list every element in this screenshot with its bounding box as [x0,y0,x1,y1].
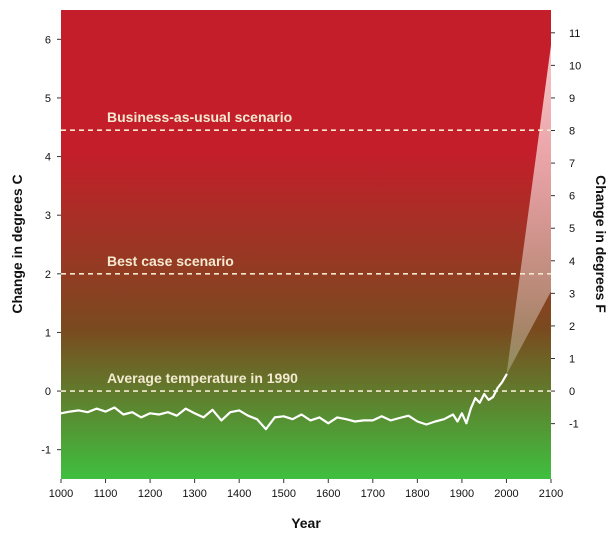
y-tick-label-left: -1 [41,445,51,457]
x-tick-label: 1000 [49,488,73,500]
y-tick-label-right: 10 [569,60,581,72]
y-tick-label-left: 0 [45,386,51,398]
x-tick-label: 1100 [94,488,118,500]
y-tick-label-left: 1 [45,327,51,339]
projection-range-wedge [506,45,551,375]
y-tick-label-right: 4 [569,256,575,268]
y-tick-label-right: 6 [569,191,575,203]
x-tick-label: 2100 [539,488,563,500]
y-axis-title-left: Change in degrees C [9,174,25,313]
y-tick-label-left: 3 [45,210,51,222]
y-tick-label-left: 5 [45,93,51,105]
x-tick-label: 1600 [316,488,340,500]
x-tick-label: 1400 [227,488,251,500]
y-tick-label-right: 11 [569,28,580,40]
y-tick-label-right: -1 [569,419,579,431]
y-tick-label-left: 6 [45,34,51,46]
y-axis-title-right: Change in degrees F [593,175,609,313]
x-tick-label: 1700 [361,488,385,500]
x-tick-label: 2000 [494,488,518,500]
reference-line-label: Business-as-usual scenario [107,109,292,125]
x-tick-label: 1200 [138,488,162,500]
y-tick-label-left: 4 [45,152,51,164]
y-tick-label-right: 9 [569,93,575,105]
x-tick-label: 1800 [405,488,429,500]
y-tick-label-right: 7 [569,158,575,170]
reference-line-label: Average temperature in 1990 [107,370,298,386]
x-tick-label: 1500 [271,488,295,500]
x-tick-label: 1300 [182,488,206,500]
y-tick-label-right: 2 [569,321,575,333]
y-tick-label-right: 8 [569,126,575,138]
x-tick-label: 1900 [450,488,474,500]
y-tick-label-right: 3 [569,288,575,300]
y-tick-label-right: 1 [569,353,575,365]
y-tick-label-left: 2 [45,269,51,281]
y-tick-label-right: 0 [569,386,575,398]
y-tick-label-right: 5 [569,223,575,235]
plot-area [61,10,551,479]
x-axis-title: Year [291,515,321,531]
temperature-series-line [59,373,508,431]
reference-line-label: Best case scenario [107,253,234,269]
